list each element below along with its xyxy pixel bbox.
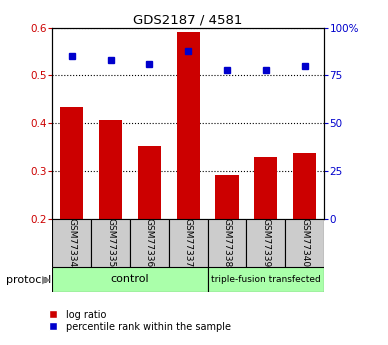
Bar	[177, 32, 200, 219]
Bar	[293, 153, 316, 219]
Text: triple-fusion transfected: triple-fusion transfected	[211, 275, 320, 284]
Bar	[285, 219, 324, 267]
Bar	[208, 219, 246, 267]
Bar	[99, 120, 122, 219]
Bar	[52, 219, 91, 267]
Bar	[60, 107, 83, 219]
Bar	[91, 219, 130, 267]
Bar	[215, 175, 239, 219]
Bar	[130, 219, 169, 267]
Bar	[208, 267, 324, 292]
Text: GSM77337: GSM77337	[184, 218, 193, 267]
Text: GSM77336: GSM77336	[145, 218, 154, 267]
Bar	[138, 146, 161, 219]
Bar	[169, 219, 208, 267]
Title: GDS2187 / 4581: GDS2187 / 4581	[133, 13, 243, 27]
Text: GSM77334: GSM77334	[67, 218, 76, 267]
Text: protocol: protocol	[6, 275, 51, 285]
Text: GSM77340: GSM77340	[300, 218, 309, 267]
Text: GSM77338: GSM77338	[222, 218, 232, 267]
Bar	[246, 219, 285, 267]
Text: ▶: ▶	[42, 275, 50, 285]
Bar	[52, 267, 208, 292]
Bar	[254, 157, 277, 219]
Text: control: control	[111, 275, 149, 284]
Legend: log ratio, percentile rank within the sample: log ratio, percentile rank within the sa…	[44, 310, 231, 332]
Text: GSM77335: GSM77335	[106, 218, 115, 267]
Text: GSM77339: GSM77339	[261, 218, 270, 267]
